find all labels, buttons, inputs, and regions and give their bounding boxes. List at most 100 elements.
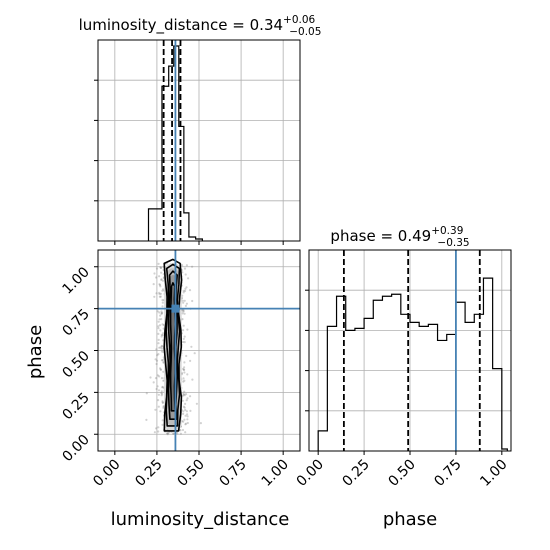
phase-hist-frame [308, 249, 512, 452]
phase-hist-bin-13 [438, 340, 447, 451]
scatter-point [162, 288, 165, 291]
scatter-point [182, 405, 185, 408]
scatter-point [176, 432, 179, 435]
scatter-point [155, 427, 158, 430]
scatter-point [182, 368, 185, 371]
scatter-point [160, 312, 163, 316]
scatter-point [157, 320, 160, 323]
phase-histogram-panel: phase = 0.49+0.39 −0.35 0.00 0.25 0.50 0.75 1… [294, 225, 512, 490]
scatter-point [160, 394, 163, 397]
scatter-point [189, 409, 192, 412]
scatter-point [158, 318, 161, 321]
scatter-point [153, 431, 156, 434]
scatter-point [162, 361, 165, 364]
scatter-point [159, 368, 162, 371]
scatter-point [172, 432, 175, 435]
scatter-point [186, 415, 189, 418]
scatter-point [183, 418, 186, 421]
phase-hist-bin-18 [483, 278, 492, 451]
lum-hist-bin-1 [155, 209, 162, 241]
scatter-point [160, 318, 163, 321]
scatter-point [160, 266, 163, 269]
scatter-point [157, 353, 160, 356]
scatter-point [158, 293, 161, 296]
scatter-point [181, 318, 184, 321]
scatter-point [184, 423, 187, 426]
scatter-point [162, 370, 165, 373]
scatter-point [157, 389, 161, 392]
scatter-point [161, 385, 164, 388]
scatter-point [156, 354, 159, 357]
phase-hist-bin-19 [493, 369, 502, 451]
scatter-point [182, 309, 185, 312]
lum-histogram-step [147, 45, 203, 241]
scatter-point [155, 292, 158, 295]
phase-xtick-label-2: 0.50 [385, 457, 418, 490]
scatter-point [152, 283, 155, 286]
joint-xtick-label-0: 0.00 [90, 457, 123, 490]
scatter-point [162, 405, 165, 408]
scatter-point [167, 431, 170, 434]
scatter-point [159, 367, 162, 370]
scatter-point [185, 399, 188, 402]
scatter-point [184, 393, 188, 396]
scatter-point [184, 414, 187, 417]
scatter-point [191, 265, 194, 268]
scatter-point [183, 335, 186, 338]
scatter-point [181, 428, 185, 432]
scatter-point [161, 305, 164, 308]
scatter-point [157, 338, 160, 341]
scatter-point [160, 278, 163, 281]
scatter-point [162, 360, 165, 364]
phase-hist-bin-14 [447, 334, 456, 451]
scatter-point [193, 352, 196, 355]
scatter-point [161, 423, 164, 426]
scatter-point [181, 264, 184, 267]
scatter-point [166, 432, 169, 435]
scatter-point [185, 286, 188, 289]
scatter-point [182, 310, 185, 313]
joint-xtick-label-1: 0.25 [132, 457, 165, 490]
scatter-point [179, 429, 182, 432]
scatter-point [160, 333, 163, 336]
scatter-point [161, 334, 164, 337]
scatter-point [160, 350, 164, 353]
lum-hist-frame [97, 39, 301, 242]
scatter-point [157, 426, 160, 429]
scatter-point [182, 301, 185, 304]
scatter-point [185, 354, 188, 358]
y-axis-label-phase: phase [25, 325, 46, 379]
scatter-point [149, 376, 152, 379]
scatter-point [154, 377, 158, 380]
scatter-point [195, 402, 198, 405]
scatter-point [160, 271, 163, 274]
scatter-point [158, 311, 161, 314]
phase-xtick-label-3: 0.75 [431, 457, 464, 490]
scatter-point [161, 386, 164, 389]
contour-line-1 [165, 263, 181, 427]
scatter-point [153, 272, 156, 275]
scatter-point [160, 377, 164, 380]
joint-density-panel: 0.00 0.25 0.50 0.75 1.00 0.00 0.25 0.50 0.75 1.00 [59, 249, 301, 490]
scatter-point [183, 299, 186, 302]
phase-hist-bin-3 [346, 330, 355, 451]
scatter-point [145, 418, 148, 421]
scatter-point [162, 379, 165, 382]
scatter-point [159, 329, 162, 332]
joint-frame [97, 249, 301, 452]
phase-histogram-step [317, 277, 508, 451]
scatter-point [157, 342, 160, 345]
scatter-point [145, 392, 148, 395]
scatter-point [172, 432, 175, 435]
phase-hist-bin-6 [373, 300, 382, 451]
scatter-point [183, 390, 186, 393]
scatter-point [159, 285, 162, 288]
scatter-point [182, 367, 185, 370]
scatter-point [184, 431, 187, 434]
phase-hist-bin-0 [318, 431, 327, 451]
scatter-point [183, 379, 186, 382]
scatter-point [183, 361, 186, 364]
scatter-point [158, 324, 162, 327]
scatter-point [179, 432, 182, 435]
scatter-point [161, 279, 165, 282]
